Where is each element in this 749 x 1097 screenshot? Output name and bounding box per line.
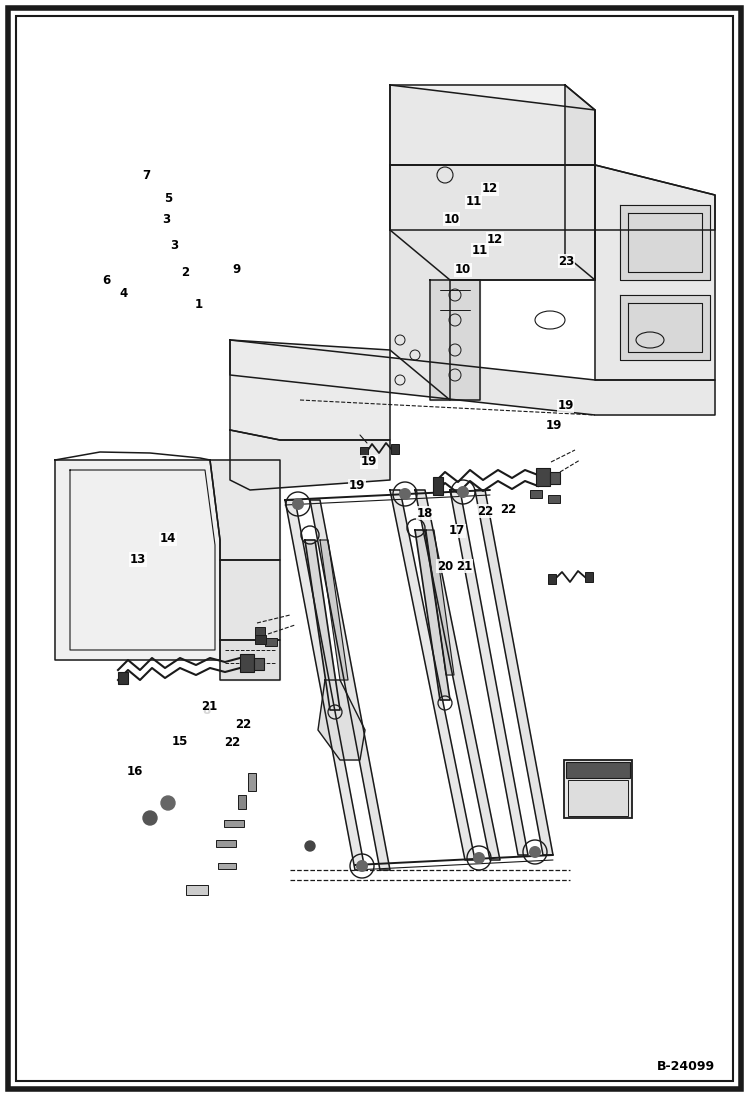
- Bar: [255, 627, 265, 635]
- Polygon shape: [475, 490, 553, 855]
- Bar: [550, 472, 560, 484]
- Text: 1: 1: [195, 298, 202, 312]
- Text: 6: 6: [102, 274, 111, 287]
- Bar: [564, 760, 632, 818]
- Bar: [240, 654, 254, 672]
- Text: 14: 14: [160, 532, 176, 545]
- Polygon shape: [220, 640, 280, 680]
- Bar: [566, 762, 630, 778]
- Circle shape: [161, 796, 175, 810]
- Polygon shape: [230, 340, 715, 415]
- Circle shape: [457, 486, 469, 498]
- Text: 3: 3: [170, 239, 178, 252]
- Polygon shape: [415, 530, 450, 700]
- Polygon shape: [390, 84, 595, 165]
- Bar: [248, 773, 256, 791]
- Bar: [218, 863, 236, 869]
- Polygon shape: [565, 84, 595, 280]
- Bar: [186, 885, 208, 895]
- Text: 22: 22: [235, 717, 252, 731]
- Text: 11: 11: [465, 195, 482, 208]
- Text: 22: 22: [500, 502, 516, 516]
- Bar: [265, 638, 277, 646]
- Bar: [360, 446, 368, 457]
- Polygon shape: [620, 205, 710, 280]
- Text: 19: 19: [557, 399, 574, 412]
- Text: 13: 13: [130, 553, 146, 566]
- Text: 19: 19: [349, 479, 366, 493]
- Text: 5: 5: [163, 192, 172, 205]
- Text: 19: 19: [361, 455, 377, 468]
- Text: 4: 4: [119, 287, 128, 301]
- Bar: [536, 468, 550, 486]
- Polygon shape: [318, 680, 365, 760]
- Circle shape: [305, 841, 315, 851]
- Text: 12: 12: [487, 233, 503, 246]
- Text: 16: 16: [127, 765, 143, 778]
- Circle shape: [356, 860, 368, 872]
- Polygon shape: [450, 490, 528, 855]
- Bar: [433, 477, 443, 495]
- Polygon shape: [285, 500, 365, 870]
- Polygon shape: [310, 500, 390, 870]
- Text: 17: 17: [449, 524, 465, 538]
- Text: 19: 19: [546, 419, 562, 432]
- Text: 8: 8: [202, 704, 211, 717]
- Polygon shape: [390, 165, 595, 400]
- Text: 3: 3: [163, 213, 170, 226]
- Polygon shape: [55, 460, 220, 660]
- Polygon shape: [430, 280, 480, 400]
- Text: 22: 22: [477, 505, 494, 518]
- Bar: [216, 840, 236, 847]
- Polygon shape: [320, 540, 348, 680]
- Circle shape: [143, 811, 157, 825]
- Circle shape: [292, 498, 304, 510]
- Text: 12: 12: [482, 182, 498, 195]
- Polygon shape: [390, 84, 595, 280]
- Bar: [585, 572, 593, 583]
- Text: 23: 23: [558, 255, 574, 268]
- Bar: [568, 780, 628, 816]
- Bar: [224, 819, 244, 827]
- Bar: [255, 635, 266, 644]
- Text: 18: 18: [416, 507, 433, 520]
- Polygon shape: [220, 559, 280, 640]
- Bar: [548, 495, 560, 504]
- Text: 21: 21: [456, 559, 473, 573]
- Circle shape: [473, 852, 485, 864]
- Polygon shape: [230, 340, 390, 440]
- Text: 21: 21: [201, 700, 218, 713]
- Bar: [254, 658, 264, 670]
- Polygon shape: [620, 295, 710, 360]
- Text: 22: 22: [224, 736, 240, 749]
- Bar: [238, 795, 246, 808]
- Polygon shape: [230, 430, 390, 490]
- Polygon shape: [595, 165, 715, 380]
- Text: 15: 15: [172, 735, 188, 748]
- Bar: [548, 574, 556, 584]
- Text: 11: 11: [472, 244, 488, 257]
- Text: 10: 10: [455, 263, 471, 276]
- Bar: [530, 490, 542, 498]
- Text: 10: 10: [443, 213, 460, 226]
- Text: 7: 7: [143, 169, 151, 182]
- Polygon shape: [390, 165, 715, 230]
- Text: 2: 2: [181, 265, 189, 279]
- Bar: [118, 672, 128, 685]
- Circle shape: [399, 488, 411, 500]
- Text: 9: 9: [232, 263, 241, 276]
- Text: 20: 20: [437, 559, 453, 573]
- Circle shape: [529, 846, 541, 858]
- Polygon shape: [210, 460, 280, 559]
- Polygon shape: [390, 490, 475, 860]
- Polygon shape: [426, 530, 454, 675]
- Text: B-24099: B-24099: [657, 1060, 715, 1073]
- Polygon shape: [415, 490, 500, 860]
- Bar: [391, 444, 399, 454]
- Polygon shape: [305, 540, 340, 710]
